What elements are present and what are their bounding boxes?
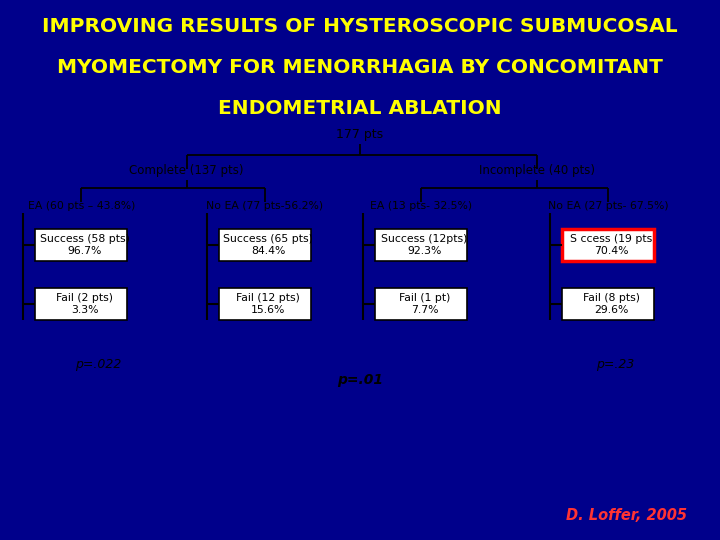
Text: EA (13 pts- 32.5%): EA (13 pts- 32.5%) bbox=[370, 201, 472, 211]
Text: 15.6%: 15.6% bbox=[251, 305, 285, 315]
Text: p=.022: p=.022 bbox=[75, 359, 122, 372]
Text: 29.6%: 29.6% bbox=[594, 305, 629, 315]
Text: EA (60 pts – 43.8%): EA (60 pts – 43.8%) bbox=[27, 201, 135, 211]
Text: No EA (77 pts-56.2%): No EA (77 pts-56.2%) bbox=[207, 201, 323, 211]
Bar bbox=[562, 230, 654, 261]
Text: p=.23: p=.23 bbox=[595, 359, 634, 372]
Bar bbox=[375, 230, 467, 261]
Bar bbox=[219, 288, 311, 320]
Bar bbox=[562, 230, 654, 261]
Text: p=.01: p=.01 bbox=[337, 373, 383, 387]
Text: 92.3%: 92.3% bbox=[408, 246, 442, 256]
Bar bbox=[375, 288, 467, 320]
Text: IMPROVING RESULTS OF HYSTEROSCOPIC SUBMUCOSAL: IMPROVING RESULTS OF HYSTEROSCOPIC SUBMU… bbox=[42, 17, 678, 37]
Text: S ccess (19 pts: S ccess (19 pts bbox=[570, 234, 652, 244]
Text: Success (65 pts): Success (65 pts) bbox=[223, 234, 313, 244]
Bar bbox=[35, 288, 127, 320]
Text: Success (12pts): Success (12pts) bbox=[382, 234, 468, 244]
Text: 3.3%: 3.3% bbox=[71, 305, 99, 315]
Text: 177 pts: 177 pts bbox=[336, 127, 384, 140]
Text: Fail (2 pts): Fail (2 pts) bbox=[56, 293, 113, 302]
Text: 96.7%: 96.7% bbox=[68, 246, 102, 256]
Text: Success (58 pts): Success (58 pts) bbox=[40, 234, 130, 244]
Text: Fail (8 pts): Fail (8 pts) bbox=[583, 293, 640, 302]
Text: D. Loffer, 2005: D. Loffer, 2005 bbox=[566, 508, 687, 523]
Bar bbox=[562, 288, 654, 320]
Text: No EA (27 pts- 67.5%): No EA (27 pts- 67.5%) bbox=[548, 201, 668, 211]
Text: ENDOMETRIAL ABLATION: ENDOMETRIAL ABLATION bbox=[218, 98, 502, 118]
Text: Complete (137 pts): Complete (137 pts) bbox=[130, 164, 244, 177]
Text: 7.7%: 7.7% bbox=[411, 305, 438, 315]
Text: MYOMECTOMY FOR MENORRHAGIA BY CONCOMITANT: MYOMECTOMY FOR MENORRHAGIA BY CONCOMITAN… bbox=[57, 58, 663, 77]
Text: 84.4%: 84.4% bbox=[251, 246, 285, 256]
Text: Incomplete (40 pts): Incomplete (40 pts) bbox=[479, 164, 595, 177]
Bar bbox=[219, 230, 311, 261]
Text: 70.4%: 70.4% bbox=[594, 246, 629, 256]
Text: Fail (12 pts): Fail (12 pts) bbox=[236, 293, 300, 302]
Bar bbox=[35, 230, 127, 261]
Text: Fail (1 pt): Fail (1 pt) bbox=[399, 293, 450, 302]
